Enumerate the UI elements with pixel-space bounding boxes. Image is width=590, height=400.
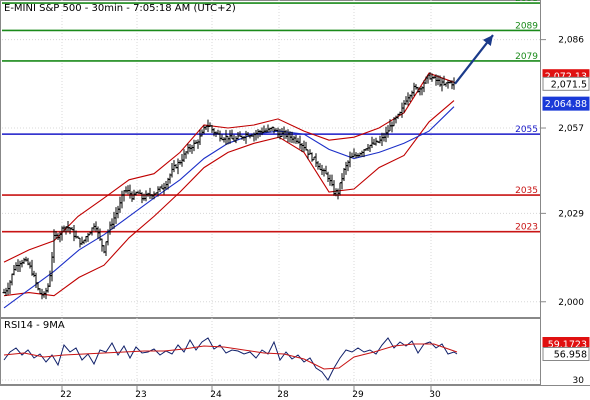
y-tick-label-3: 2,086 [558, 36, 584, 46]
rsi-series-9ma [3, 343, 458, 370]
series-bollinger-upper [3, 72, 455, 263]
rsi-tag-1: 56.958 [554, 350, 587, 361]
rsi-tick-label-0: 30 [573, 376, 585, 386]
y-tick-label-0: 2,000 [558, 298, 584, 308]
series-bollinger-lower [3, 100, 455, 297]
price-tag-2-box [542, 96, 590, 111]
price-tag-2: 2,064.88 [545, 99, 587, 110]
level-label-2055: 2055 [515, 125, 538, 135]
y-tick-label-1: 2,029 [558, 209, 584, 219]
rsi-panel-frame [0, 318, 541, 385]
rsi-tag-1-box [542, 347, 590, 361]
rsi-tag-0: 59.1723 [548, 340, 587, 351]
horizontal-levels: 2098 2089 2079 2055 2035 2023 [2, 0, 540, 233]
x-tick-label-28: 28 [277, 390, 289, 400]
panel-frames [0, 0, 590, 386]
level-label-2098: 2098 [515, 0, 538, 4]
price-panel-frame [0, 0, 541, 318]
grid-lines [2, 0, 540, 392]
x-tick-label-22: 22 [60, 390, 71, 400]
chart-title: E-MINI S&P 500 - 30min - 7:05:18 AM (UTC… [4, 3, 236, 14]
x-tick-label-29: 29 [352, 390, 364, 400]
rsi-lines [3, 337, 458, 381]
level-label-2035: 2035 [515, 186, 538, 196]
x-tick-label-24: 24 [210, 390, 222, 400]
rsi-series-rsi14 [3, 337, 458, 381]
rsi-title: RSI14 - 9MA [4, 320, 65, 331]
level-label-2023: 2023 [515, 223, 538, 233]
price-tag-1: 2,071.5 [551, 79, 587, 90]
candle-bars [2, 72, 456, 300]
forecast-arrow [454, 34, 494, 85]
x-tick-label-23: 23 [135, 390, 146, 400]
price-tag-1-box [542, 76, 590, 91]
level-label-2089: 2089 [515, 21, 538, 31]
forecast-arrow-line [454, 34, 494, 85]
axis-labels: 2,000 2,029 2,057 2,086 30 22 23 24 28 29 30 [60, 36, 584, 400]
price-indicators [3, 72, 455, 309]
x-tick-label-30: 30 [429, 390, 441, 400]
forecast-arrow-head [482, 35, 493, 47]
level-label-2079: 2079 [515, 52, 538, 62]
y-tick-label-2: 2,057 [558, 124, 584, 134]
